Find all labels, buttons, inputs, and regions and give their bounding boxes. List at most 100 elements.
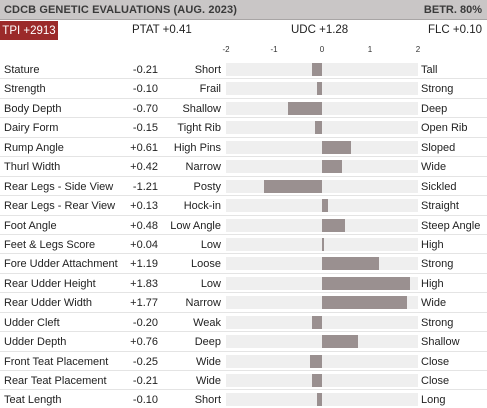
high-label: Sickled bbox=[421, 180, 457, 193]
trait-value: -0.10 bbox=[132, 83, 158, 96]
trait-row: Rear Udder Height +1.83 Low High bbox=[0, 274, 487, 294]
trait-row: Teat Length -0.10 Short Long bbox=[0, 390, 487, 408]
trait-row: Rear Legs - Rear View +0.13 Hock-in Straigh… bbox=[0, 196, 487, 216]
trait-row: Thurl Width +0.42 Narrow Wide bbox=[0, 157, 487, 177]
trait-value: -1.21 bbox=[132, 180, 158, 193]
trait-value: -0.70 bbox=[132, 102, 158, 115]
trait-row: Fore Udder Attachment +1.19 Loose Strong bbox=[0, 254, 487, 274]
trait-bar bbox=[310, 354, 322, 368]
trait-name: Rump Angle bbox=[4, 141, 64, 154]
trait-bar bbox=[263, 179, 322, 193]
trait-value: +0.48 bbox=[130, 219, 158, 232]
low-label: Loose bbox=[191, 258, 221, 271]
scale-tick: -2 bbox=[222, 45, 230, 54]
high-label: Shallow bbox=[421, 336, 460, 349]
trait-bar bbox=[312, 315, 322, 329]
report-header: CDCB GENETIC EVALUATIONS (AUG. 2023) BET… bbox=[0, 0, 487, 20]
trait-value: +0.61 bbox=[130, 141, 158, 154]
low-label: Hock-in bbox=[183, 200, 221, 213]
trait-name: Dairy Form bbox=[4, 122, 59, 135]
trait-name: Body Depth bbox=[4, 102, 62, 115]
trait-value: -0.10 bbox=[132, 394, 158, 407]
trait-row: Rear Legs - Side View -1.21 Posty Sickled bbox=[0, 177, 487, 197]
high-label: Wide bbox=[421, 161, 447, 174]
trait-value: -0.21 bbox=[132, 375, 158, 387]
low-label: Low bbox=[200, 277, 221, 290]
trait-name: Fore Udder Attachment bbox=[4, 258, 118, 271]
trait-name: Feet & Legs Score bbox=[4, 238, 96, 251]
scale-tick: -1 bbox=[270, 45, 278, 54]
high-label: Tall bbox=[421, 64, 438, 76]
ptat-value: PTAT +0.41 bbox=[132, 24, 192, 36]
trait-row: Udder Cleft -0.20 Weak Strong bbox=[0, 313, 487, 333]
bar-track bbox=[226, 296, 418, 310]
bar-track bbox=[226, 354, 418, 368]
high-label: Deep bbox=[421, 102, 448, 115]
trait-name: Udder Depth bbox=[4, 336, 67, 349]
bar-track bbox=[226, 121, 418, 135]
trait-value: -0.15 bbox=[132, 122, 158, 135]
trait-name: Stature bbox=[4, 64, 40, 76]
trait-bar bbox=[311, 63, 322, 76]
trait-bar bbox=[322, 199, 329, 213]
trait-name: Thurl Width bbox=[4, 161, 61, 174]
trait-row: Rear Teat Placement -0.21 Wide Close bbox=[0, 371, 487, 391]
high-label: Strong bbox=[421, 258, 454, 271]
reliability-label: BETR. 80% bbox=[423, 3, 482, 16]
trait-row: Stature -0.21 Short Tall bbox=[0, 60, 487, 80]
trait-bar bbox=[314, 121, 322, 135]
summary-bar: TPI +2913 PTAT +0.41 UDC +1.28 FLC +0.10 bbox=[0, 21, 487, 42]
trait-name: Rear Udder Height bbox=[4, 277, 96, 290]
high-label: Strong bbox=[421, 83, 454, 96]
bar-track bbox=[226, 82, 418, 96]
trait-row: Foot Angle +0.48 Low Angle Steep Angle bbox=[0, 216, 487, 235]
bar-track bbox=[226, 374, 418, 387]
high-label: Straight bbox=[421, 200, 459, 213]
trait-bar bbox=[322, 296, 407, 310]
bar-track bbox=[226, 257, 418, 271]
bar-track bbox=[226, 218, 418, 232]
trait-name: Rear Udder Width bbox=[4, 297, 93, 310]
low-label: High Pins bbox=[173, 141, 221, 154]
trait-name: Strength bbox=[4, 83, 46, 96]
udc-value: UDC +1.28 bbox=[291, 24, 349, 36]
low-label: Low Angle bbox=[170, 219, 221, 232]
trait-bar bbox=[322, 335, 359, 349]
trait-bar bbox=[317, 393, 322, 407]
trait-row: Front Teat Placement -0.25 Wide Close bbox=[0, 352, 487, 371]
trait-value: -0.20 bbox=[132, 316, 158, 329]
trait-row: Udder Depth +0.76 Deep Shallow bbox=[0, 332, 487, 352]
trait-value: +0.42 bbox=[130, 161, 158, 174]
trait-row: Rump Angle +0.61 High Pins Sloped bbox=[0, 138, 487, 158]
high-label: Close bbox=[421, 355, 450, 368]
bar-track bbox=[226, 160, 418, 174]
low-label: Short bbox=[194, 394, 221, 407]
trait-name: Rear Legs - Rear View bbox=[4, 200, 116, 213]
low-label: Deep bbox=[194, 336, 221, 349]
trait-row: Rear Udder Width +1.77 Narrow Wide bbox=[0, 293, 487, 313]
trait-row: Strength -0.10 Frail Strong bbox=[0, 79, 487, 99]
trait-bar bbox=[322, 257, 380, 271]
low-label: Narrow bbox=[185, 161, 221, 174]
bar-track bbox=[226, 63, 418, 76]
trait-name: Teat Length bbox=[4, 394, 62, 407]
trait-name: Foot Angle bbox=[4, 219, 57, 232]
trait-bar bbox=[322, 160, 343, 174]
low-label: Wide bbox=[195, 355, 221, 368]
trait-value: +0.13 bbox=[130, 200, 158, 213]
trait-row: Body Depth -0.70 Shallow Deep bbox=[0, 99, 487, 119]
high-label: Sloped bbox=[421, 141, 456, 154]
trait-value: +0.76 bbox=[130, 336, 158, 349]
low-label: Tight Rib bbox=[177, 122, 221, 135]
trait-value: +1.77 bbox=[130, 297, 158, 310]
trait-row: Feet & Legs Score +0.04 Low High bbox=[0, 235, 487, 255]
trait-value: -0.25 bbox=[132, 355, 158, 368]
trait-bar bbox=[311, 374, 322, 387]
trait-row: Dairy Form -0.15 Tight Rib Open Rib bbox=[0, 118, 487, 138]
trait-bar bbox=[322, 276, 410, 290]
low-label: Frail bbox=[199, 83, 221, 96]
low-label: Shallow bbox=[182, 102, 221, 115]
high-label: Close bbox=[421, 375, 450, 387]
bar-track bbox=[226, 179, 418, 193]
scale-axis: -2 -1 0 1 2 bbox=[222, 44, 420, 58]
